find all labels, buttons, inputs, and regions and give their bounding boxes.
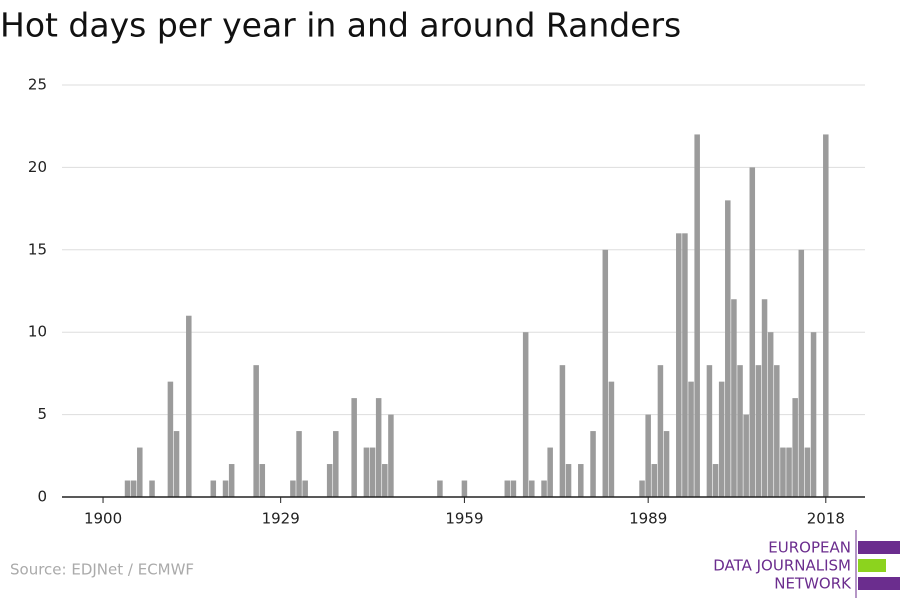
bar <box>682 233 688 497</box>
bar <box>755 365 762 497</box>
bar <box>590 431 596 497</box>
y-tick-label: 20 <box>28 158 47 176</box>
bar <box>388 414 394 497</box>
bar <box>504 480 511 497</box>
bar <box>823 134 829 497</box>
logo-bar <box>858 541 900 554</box>
logo: EUROPEAN DATA JOURNALISM NETWORK <box>713 530 900 598</box>
bar <box>792 398 798 497</box>
y-tick-label: 15 <box>28 240 47 258</box>
bar <box>173 431 180 497</box>
x-tick-label: 1989 <box>629 510 667 528</box>
bar <box>749 167 756 497</box>
bar <box>608 381 615 497</box>
bar <box>718 381 725 497</box>
bar <box>363 447 370 497</box>
bar <box>688 381 694 497</box>
bar <box>124 480 131 497</box>
bar <box>437 480 443 497</box>
x-tick-label: 1929 <box>262 510 300 528</box>
source: Source: EDJNet / ECMWF <box>10 561 194 579</box>
bar <box>676 233 682 497</box>
bar <box>382 464 388 497</box>
bar <box>253 365 259 497</box>
x-tick-label: 2018 <box>807 510 845 528</box>
bar <box>137 447 143 497</box>
bar <box>743 414 749 497</box>
bar <box>510 480 517 497</box>
bar <box>712 464 719 497</box>
bar <box>375 398 382 497</box>
x-tick-label: 1900 <box>84 510 122 528</box>
bar <box>541 480 547 497</box>
logo-text: NETWORK <box>774 575 852 593</box>
bar <box>529 480 535 497</box>
bar <box>565 464 572 497</box>
y-tick-label: 10 <box>28 323 47 341</box>
bar <box>761 299 768 497</box>
bar <box>333 431 339 497</box>
y-tick-label: 25 <box>28 76 47 94</box>
bar <box>167 381 174 497</box>
logo-text: DATA JOURNALISM <box>713 557 851 575</box>
bar <box>369 447 376 497</box>
bar <box>798 249 805 497</box>
y-tick-label: 0 <box>37 488 47 506</box>
bar <box>326 464 333 497</box>
bar <box>786 447 792 497</box>
bar <box>602 249 609 497</box>
bar <box>706 365 713 497</box>
bar <box>522 332 529 497</box>
bar <box>657 365 664 497</box>
bar <box>559 365 566 497</box>
y-tick-label: 5 <box>37 405 47 423</box>
bar <box>259 464 266 497</box>
bar <box>302 480 308 497</box>
bar <box>694 134 700 497</box>
bar <box>737 365 743 497</box>
bar <box>186 315 192 497</box>
bar <box>461 480 468 497</box>
bar <box>228 464 235 497</box>
bar <box>651 464 658 497</box>
bar <box>645 414 651 497</box>
bar <box>767 332 774 497</box>
bar <box>290 480 296 497</box>
logo-bar <box>858 577 900 590</box>
bar <box>725 200 731 498</box>
bar <box>351 398 357 497</box>
bar <box>547 447 553 497</box>
bar <box>130 480 137 497</box>
bar <box>639 480 645 497</box>
bar <box>149 480 155 497</box>
bar <box>210 480 217 497</box>
bar <box>810 332 817 497</box>
chart-title: Hot days per year in and around Randers <box>0 6 681 45</box>
logo-text: EUROPEAN <box>768 539 851 557</box>
logo-bar <box>858 559 886 572</box>
bar <box>296 431 302 497</box>
bar <box>804 447 811 497</box>
bar <box>774 365 780 497</box>
bar <box>578 464 584 497</box>
bar <box>780 447 786 497</box>
bar <box>731 299 737 497</box>
bar <box>222 480 229 497</box>
bar <box>663 431 670 497</box>
x-tick-label: 1959 <box>445 510 483 528</box>
